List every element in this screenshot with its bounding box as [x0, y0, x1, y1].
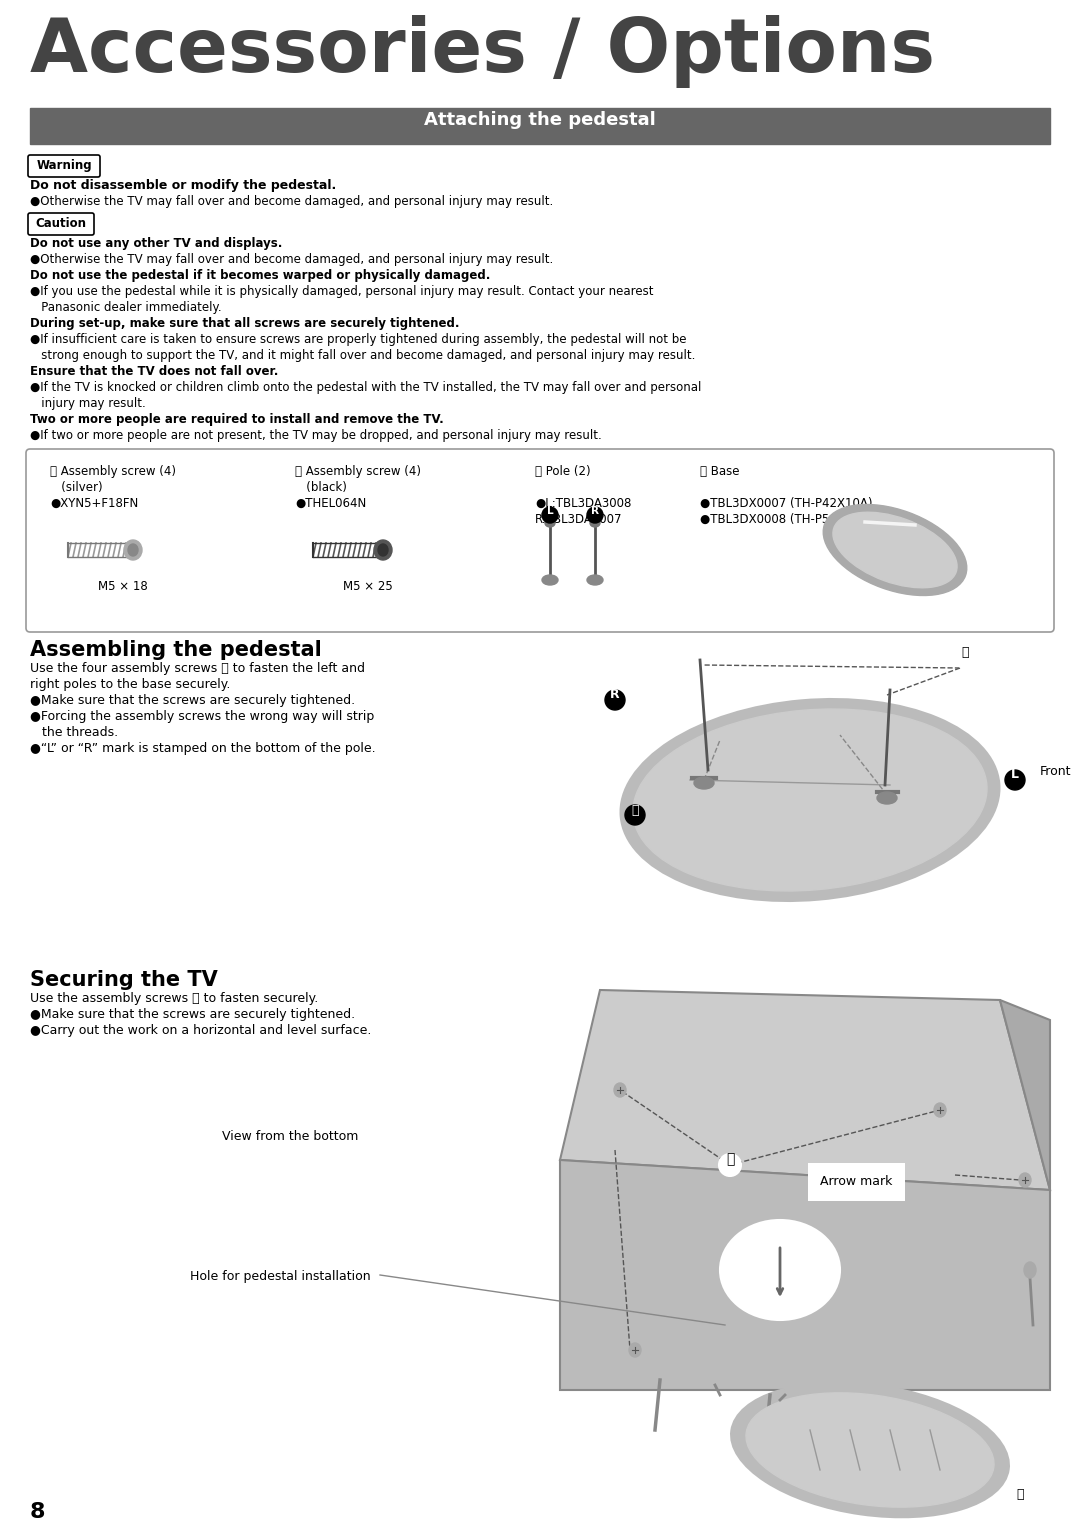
Text: (silver): (silver) — [50, 481, 103, 495]
Ellipse shape — [823, 504, 967, 596]
Text: ●L:TBL3DA3008: ●L:TBL3DA3008 — [535, 496, 632, 510]
Ellipse shape — [833, 512, 957, 588]
Text: Caution: Caution — [36, 217, 86, 231]
Polygon shape — [561, 1161, 1050, 1390]
Text: the threads.: the threads. — [30, 725, 118, 739]
Circle shape — [542, 507, 558, 524]
Circle shape — [1005, 770, 1025, 789]
Text: M5 × 25: M5 × 25 — [343, 580, 393, 592]
Text: strong enough to support the TV, and it might fall over and become damaged, and : strong enough to support the TV, and it … — [30, 350, 696, 362]
Ellipse shape — [694, 777, 714, 789]
Ellipse shape — [731, 1383, 1009, 1518]
Text: L: L — [1011, 768, 1020, 782]
Ellipse shape — [374, 541, 392, 560]
Text: R: R — [591, 505, 599, 516]
Text: Accessories / Options: Accessories / Options — [30, 15, 935, 89]
Text: R: R — [610, 689, 620, 701]
Text: Assembling the pedestal: Assembling the pedestal — [30, 640, 322, 660]
Ellipse shape — [124, 541, 141, 560]
Text: Do not disassemble or modify the pedestal.: Do not disassemble or modify the pedesta… — [30, 179, 336, 192]
Text: ●If insufficient care is taken to ensure screws are properly tightened during as: ●If insufficient care is taken to ensure… — [30, 333, 687, 347]
Text: Ⓓ: Ⓓ — [1016, 1489, 1024, 1501]
Circle shape — [588, 507, 603, 524]
Ellipse shape — [720, 1220, 840, 1319]
Text: ●If two or more people are not present, the TV may be dropped, and personal inju: ●If two or more people are not present, … — [30, 429, 602, 441]
Text: Ensure that the TV does not fall over.: Ensure that the TV does not fall over. — [30, 365, 279, 379]
Text: ●Carry out the work on a horizontal and level surface.: ●Carry out the work on a horizontal and … — [30, 1025, 372, 1037]
Ellipse shape — [590, 519, 600, 527]
Text: Ⓓ Base: Ⓓ Base — [700, 466, 740, 478]
Polygon shape — [1000, 1000, 1050, 1190]
Ellipse shape — [588, 576, 603, 585]
Ellipse shape — [129, 544, 138, 556]
Text: Do not use any other TV and displays.: Do not use any other TV and displays. — [30, 237, 282, 250]
Text: 8: 8 — [30, 1503, 45, 1522]
Ellipse shape — [542, 576, 558, 585]
Ellipse shape — [615, 1083, 626, 1096]
Text: Ⓑ Assembly screw (4): Ⓑ Assembly screw (4) — [295, 466, 421, 478]
Text: ●Forcing the assembly screws the wrong way will strip: ●Forcing the assembly screws the wrong w… — [30, 710, 375, 722]
Text: ●XYN5+F18FN: ●XYN5+F18FN — [50, 496, 138, 510]
FancyBboxPatch shape — [26, 449, 1054, 632]
Text: Ⓐ: Ⓐ — [961, 646, 969, 660]
Text: Ⓒ Pole (2): Ⓒ Pole (2) — [535, 466, 591, 478]
Circle shape — [625, 805, 645, 825]
Ellipse shape — [629, 1344, 642, 1358]
Text: Two or more people are required to install and remove the TV.: Two or more people are required to insta… — [30, 412, 444, 426]
Text: R:TBL3DA3007: R:TBL3DA3007 — [535, 513, 622, 525]
Text: Warning: Warning — [37, 159, 92, 173]
Text: ●Make sure that the screws are securely tightened.: ●Make sure that the screws are securely … — [30, 1008, 355, 1022]
Circle shape — [719, 1154, 741, 1176]
Text: ●THEL064N: ●THEL064N — [295, 496, 366, 510]
Text: right poles to the base securely.: right poles to the base securely. — [30, 678, 230, 692]
Ellipse shape — [934, 1102, 946, 1116]
Polygon shape — [561, 989, 1050, 1190]
Text: ●Make sure that the screws are securely tightened.: ●Make sure that the screws are securely … — [30, 693, 355, 707]
Text: Securing the TV: Securing the TV — [30, 970, 218, 989]
Circle shape — [1010, 1490, 1030, 1510]
Text: ●Otherwise the TV may fall over and become damaged, and personal injury may resu: ●Otherwise the TV may fall over and beco… — [30, 253, 553, 266]
Circle shape — [605, 690, 625, 710]
Text: Front: Front — [1040, 765, 1071, 777]
Ellipse shape — [621, 699, 999, 901]
Ellipse shape — [378, 544, 388, 556]
Text: Ⓐ Assembly screw (4): Ⓐ Assembly screw (4) — [50, 466, 176, 478]
Ellipse shape — [1020, 1173, 1031, 1186]
Text: Attaching the pedestal: Attaching the pedestal — [424, 111, 656, 128]
Text: During set-up, make sure that all screws are securely tightened.: During set-up, make sure that all screws… — [30, 318, 459, 330]
FancyBboxPatch shape — [28, 156, 100, 177]
Text: injury may result.: injury may result. — [30, 397, 146, 411]
Ellipse shape — [545, 519, 555, 527]
Text: ●If you use the pedestal while it is physically damaged, personal injury may res: ●If you use the pedestal while it is phy… — [30, 286, 653, 298]
Text: Use the assembly screws Ⓑ to fasten securely.: Use the assembly screws Ⓑ to fasten secu… — [30, 993, 319, 1005]
Text: View from the bottom: View from the bottom — [221, 1130, 359, 1144]
Text: Ⓑ: Ⓑ — [726, 1151, 734, 1167]
Text: Use the four assembly screws Ⓐ to fasten the left and: Use the four assembly screws Ⓐ to fasten… — [30, 663, 365, 675]
Text: Hole for pedestal installation: Hole for pedestal installation — [190, 1270, 370, 1283]
Bar — [30, 108, 1050, 144]
Circle shape — [955, 647, 975, 667]
Text: ●“L” or “R” mark is stamped on the bottom of the pole.: ●“L” or “R” mark is stamped on the botto… — [30, 742, 376, 754]
Ellipse shape — [877, 793, 897, 805]
Ellipse shape — [746, 1393, 994, 1507]
Ellipse shape — [1024, 1261, 1036, 1278]
Text: (black): (black) — [295, 481, 347, 495]
Ellipse shape — [633, 709, 987, 890]
Text: ●TBL3DX0007 (TH-P42X10A): ●TBL3DX0007 (TH-P42X10A) — [700, 496, 873, 510]
Text: Arrow mark: Arrow mark — [820, 1174, 892, 1188]
FancyBboxPatch shape — [28, 212, 94, 235]
Text: ●Otherwise the TV may fall over and become damaged, and personal injury may resu: ●Otherwise the TV may fall over and beco… — [30, 195, 553, 208]
Text: Panasonic dealer immediately.: Panasonic dealer immediately. — [30, 301, 221, 315]
Text: ●If the TV is knocked or children climb onto the pedestal with the TV installed,: ●If the TV is knocked or children climb … — [30, 382, 701, 394]
Text: Do not use the pedestal if it becomes warped or physically damaged.: Do not use the pedestal if it becomes wa… — [30, 269, 490, 282]
Text: ●TBL3DX0008 (TH-P50X10A): ●TBL3DX0008 (TH-P50X10A) — [700, 513, 873, 525]
Text: L: L — [546, 505, 553, 516]
Text: Ⓓ: Ⓓ — [631, 803, 638, 817]
Text: M5 × 18: M5 × 18 — [98, 580, 148, 592]
